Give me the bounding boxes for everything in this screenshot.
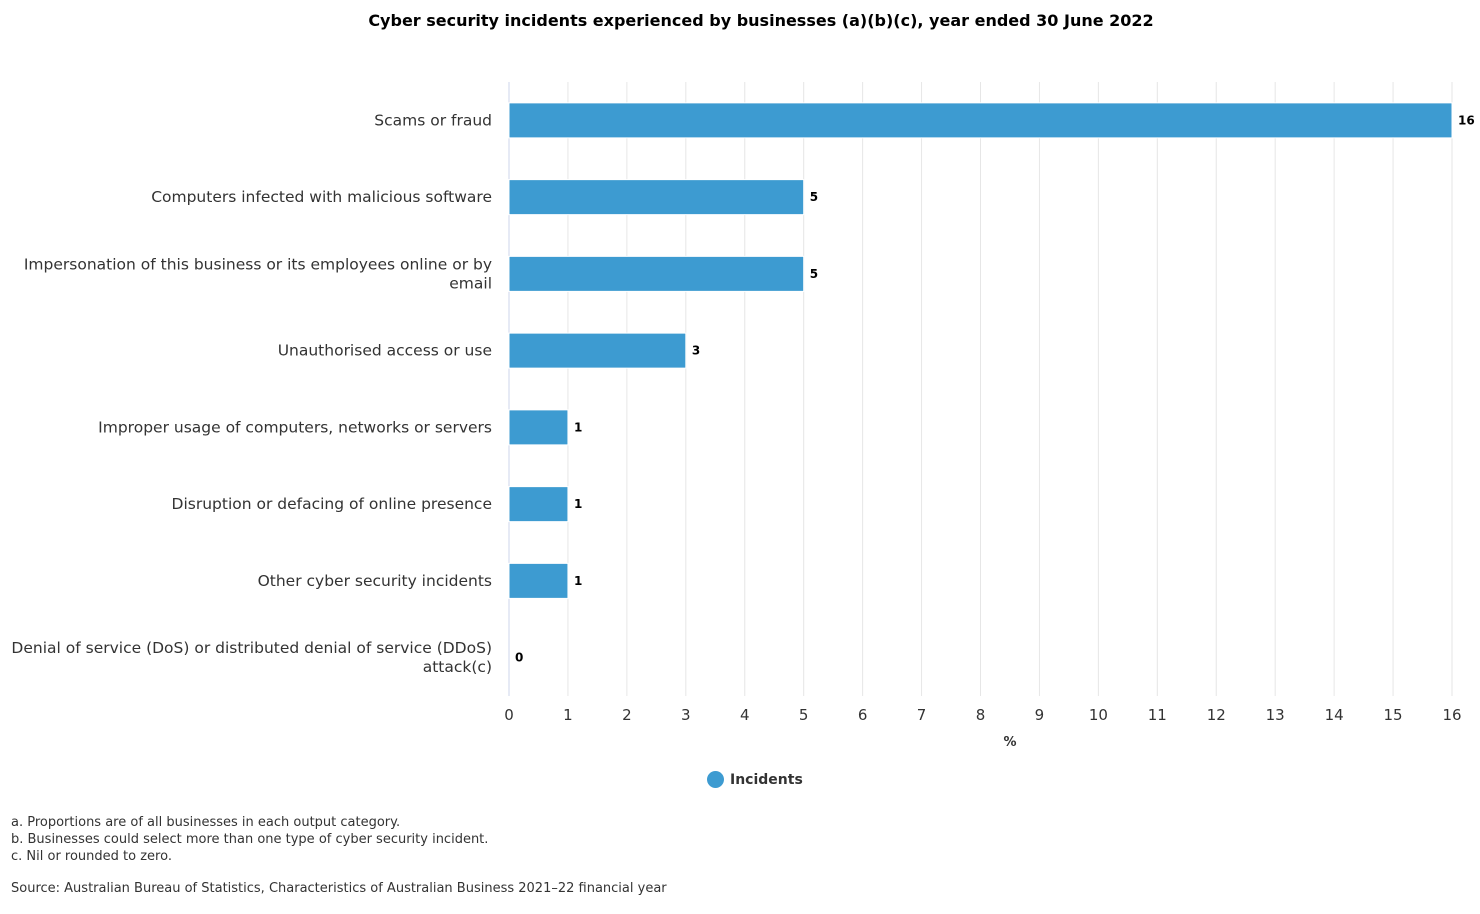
category-label: Disruption or defacing of online presenc… [172,495,492,513]
gridlines [508,82,1453,696]
x-tick-label: 9 [1035,706,1045,724]
bar[interactable] [508,179,805,216]
x-tick-label: 16 [1442,706,1461,724]
category-label: Denial of service (DoS) or distributed d… [11,639,492,676]
category-label: Other cyber security incidents [258,572,492,590]
bar[interactable] [508,255,805,292]
x-tick-label: 6 [858,706,868,724]
x-tick-label: 5 [799,706,809,724]
source-note: Source: Australian Bureau of Statistics,… [11,881,667,896]
footnote-b: b. Businesses could select more than one… [11,832,489,847]
x-tick-label: 3 [681,706,691,724]
x-axis-ticks: 0 1 2 3 4 5 6 7 8 9 10 11 12 13 14 15 16 [504,706,1461,724]
x-tick-label: 1 [563,706,573,724]
x-tick-label: 4 [740,706,750,724]
bar[interactable] [508,332,687,369]
footnote-a: a. Proportions are of all businesses in … [11,815,401,830]
x-tick-label: 14 [1325,706,1344,724]
category-labels: Scams or fraud Computers infected with ma… [11,111,492,676]
data-label: 1 [574,497,582,511]
data-label: 1 [574,574,582,588]
x-tick-label: 11 [1148,706,1167,724]
x-tick-label: 0 [504,706,514,724]
data-label: 1 [574,420,582,434]
bar[interactable] [508,562,569,599]
footnotes: a. Proportions are of all businesses in … [11,814,488,865]
x-tick-label: 2 [622,706,632,724]
bar[interactable] [508,486,569,523]
category-label: Unauthorised access or use [278,342,492,360]
bar[interactable] [508,102,1453,139]
data-label: 0 [515,651,523,665]
x-tick-label: 13 [1266,706,1285,724]
category-label: Scams or fraud [374,111,492,129]
category-label: Impersonation of this business or its em… [24,255,492,292]
data-label: 5 [810,267,818,281]
category-label: Improper usage of computers, networks or… [98,418,492,436]
data-label: 5 [810,190,818,204]
x-tick-label: 10 [1089,706,1108,724]
footnote-c: c. Nil or rounded to zero. [11,849,172,864]
x-tick-label: 7 [917,706,927,724]
data-label: 16 [1458,113,1475,127]
legend-label: Incidents [730,771,803,788]
legend[interactable]: Incidents [707,771,803,788]
x-axis-title: % [1003,735,1016,750]
data-label: 3 [692,344,700,358]
x-tick-label: 8 [976,706,986,724]
x-tick-label: 12 [1207,706,1226,724]
legend-swatch-icon [707,771,724,788]
category-label: Computers infected with malicious softwa… [151,188,492,206]
data-labels: 16 5 5 3 1 1 1 0 [515,113,1475,664]
bars [508,102,1453,599]
bar[interactable] [508,409,569,446]
x-tick-label: 15 [1384,706,1403,724]
chart-title: Cyber security incidents experienced by … [368,11,1154,30]
